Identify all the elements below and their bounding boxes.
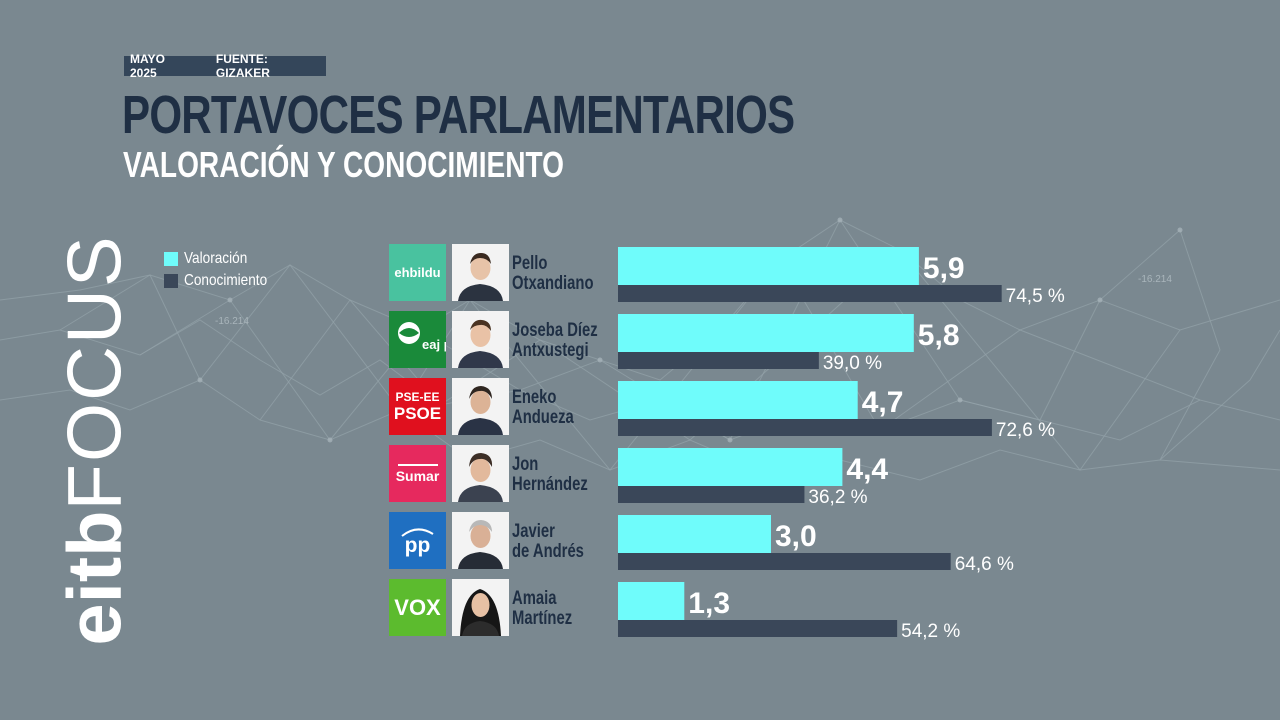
party-logo-psoe: PSE-EE PSOE <box>389 378 446 435</box>
photo-andueza <box>452 378 509 435</box>
person-icon <box>452 512 509 569</box>
photo-martinez <box>452 579 509 636</box>
person-icon <box>452 445 509 502</box>
speaker-name: Eneko Andueza <box>512 388 598 428</box>
photo-otxandiano <box>452 244 509 301</box>
label-valoracion-eneko-andueza: 4,7 <box>862 386 904 419</box>
label-valoracion-jon-hernandez: 4,4 <box>846 453 888 486</box>
bar-conocimiento-jon-hernandez <box>618 486 805 503</box>
photo-diez-antxustegi <box>452 311 509 368</box>
person-icon <box>452 244 509 301</box>
legend-swatch-conocimiento <box>164 274 178 288</box>
speaker-name-line1: Eneko <box>512 387 557 408</box>
bar-conocimiento-pello-otxandiano <box>618 285 1002 302</box>
label-conocimiento-amaia-martinez: 54,2 % <box>901 621 960 642</box>
source-label: FUENTE: GIZAKER <box>215 52 270 80</box>
label-conocimiento-eneko-andueza: 72,6 % <box>996 420 1055 441</box>
party-logo-ehbildu: ehbildu <box>389 244 446 301</box>
person-icon <box>452 579 509 636</box>
date-label: MAYO 2025 <box>130 52 165 80</box>
speaker-name-line2: Antxustegi <box>512 340 589 361</box>
psoe-logo-line1: PSE-EE <box>395 390 440 404</box>
party-logo-pnv: eaj pnv <box>389 311 446 368</box>
label-valoracion-pello-otxandiano: 5,9 <box>923 252 965 285</box>
photo-hernandez <box>452 445 509 502</box>
psoe-logo-line2: PSOE <box>393 404 442 423</box>
speaker-name: Pello Otxandiano <box>512 254 598 294</box>
label-valoracion-javier-de-andres: 3,0 <box>775 520 817 553</box>
person-icon <box>452 378 509 435</box>
row-hernandez: Sumar Jon Hernández <box>389 445 619 504</box>
legend-label-valoracion: Valoración <box>184 250 248 267</box>
sumar-logo-text: Sumar <box>395 468 440 484</box>
speaker-name: Amaia Martínez <box>512 589 598 629</box>
speaker-name: Javier de Andrés <box>512 522 598 562</box>
speaker-name-line2: de Andrés <box>512 541 584 562</box>
sumar-logo-line <box>397 464 438 466</box>
pnv-logo-text: eaj pnv <box>422 337 446 352</box>
bar-valoracion-amaia-martinez <box>618 582 685 620</box>
pp-logo-icon: pp <box>401 528 434 557</box>
legend-item-valoracion: Valoración <box>164 248 282 270</box>
speaker-name: Jon Hernández <box>512 455 598 495</box>
legend-item-conocimiento: Conocimiento <box>164 270 282 292</box>
bar-valoracion-joseba-diez-antxustegi <box>618 314 914 352</box>
source-bar: MAYO 2025 FUENTE: GIZAKER <box>124 52 326 80</box>
label-conocimiento-jon-hernandez: 36,2 % <box>808 487 867 508</box>
bar-conocimiento-amaia-martinez <box>618 620 898 637</box>
page-subtitle: VALORACIÓN Y CONOCIMIENTO <box>123 144 565 185</box>
bar-valoracion-jon-hernandez <box>618 448 843 486</box>
label-conocimiento-joseba-diez-antxustegi: 39,0 % <box>823 353 882 374</box>
party-logo-vox: VOX <box>389 579 446 636</box>
row-andueza: PSE-EE PSOE Eneko Andueza <box>389 378 619 437</box>
row-martinez: VOX Amaia Martínez <box>389 579 619 638</box>
speaker-name-line2: Martínez <box>512 608 573 629</box>
page-title: PORTAVOCES PARLAMENTARIOS <box>122 85 795 145</box>
bar-conocimiento-joseba-diez-antxustegi <box>618 352 819 369</box>
person-icon <box>452 311 509 368</box>
bg-label-right: -16.214 <box>1138 274 1172 285</box>
speaker-name-line2: Andueza <box>512 407 574 428</box>
party-logo-sumar: Sumar <box>389 445 446 502</box>
party-logo-pp: pp <box>389 512 446 569</box>
row-de-andres: pp Javier de Andrés <box>389 512 619 571</box>
legend-label-conocimiento: Conocimiento <box>184 272 268 289</box>
label-valoracion-joseba-diez-antxustegi: 5,8 <box>918 319 960 352</box>
legend: Valoración Conocimiento <box>164 248 282 292</box>
label-conocimiento-javier-de-andres: 64,6 % <box>955 554 1014 575</box>
bar-valoracion-pello-otxandiano <box>618 247 919 285</box>
speaker-name-line1: Amaia <box>512 588 557 609</box>
speaker-name-line1: Javier <box>512 521 555 542</box>
pp-logo-text: pp <box>405 534 431 557</box>
bg-label-left: -16.214 <box>215 316 249 327</box>
pnv-logo-icon: eaj pnv <box>398 322 446 352</box>
speaker-name-line2: Hernández <box>512 474 588 495</box>
speaker-name-line1: Jon <box>512 454 539 475</box>
row-diez-antxustegi: eaj pnv Joseba Díez Antxustegi <box>389 311 619 370</box>
bar-conocimiento-javier-de-andres <box>618 553 951 570</box>
row-otxandiano: ehbildu Pello Otxandiano <box>389 244 619 303</box>
label-conocimiento-pello-otxandiano: 74,5 % <box>1006 286 1065 307</box>
legend-swatch-valoracion <box>164 252 178 266</box>
bar-valoracion-eneko-andueza <box>618 381 858 419</box>
speaker-name-line1: Joseba Díez <box>512 320 598 341</box>
speaker-name-line2: Otxandiano <box>512 273 594 294</box>
bar-conocimiento-eneko-andueza <box>618 419 992 436</box>
bar-valoracion-javier-de-andres <box>618 515 771 553</box>
speaker-name-line1: Pello <box>512 253 548 274</box>
label-valoracion-amaia-martinez: 1,3 <box>688 587 730 620</box>
speaker-name: Joseba Díez Antxustegi <box>512 321 598 361</box>
photo-de-andres <box>452 512 509 569</box>
